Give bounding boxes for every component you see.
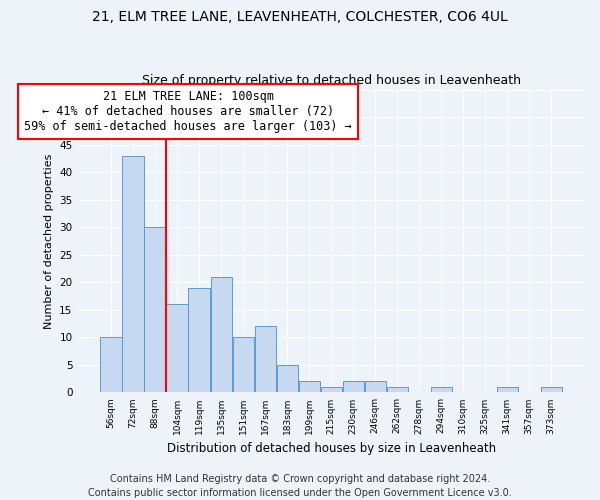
X-axis label: Distribution of detached houses by size in Leavenheath: Distribution of detached houses by size … [167, 442, 496, 455]
Bar [122, 156, 144, 392]
Text: 21, ELM TREE LANE, LEAVENHEATH, COLCHESTER, CO6 4UL: 21, ELM TREE LANE, LEAVENHEATH, COLCHEST… [92, 10, 508, 24]
Bar [166, 304, 188, 392]
Bar [343, 382, 364, 392]
Bar [497, 387, 518, 392]
Bar [188, 288, 210, 393]
Y-axis label: Number of detached properties: Number of detached properties [44, 154, 54, 328]
Bar [320, 387, 342, 392]
Title: Size of property relative to detached houses in Leavenheath: Size of property relative to detached ho… [142, 74, 521, 87]
Text: Contains HM Land Registry data © Crown copyright and database right 2024.
Contai: Contains HM Land Registry data © Crown c… [88, 474, 512, 498]
Bar [541, 387, 562, 392]
Bar [211, 277, 232, 392]
Bar [299, 382, 320, 392]
Bar [365, 382, 386, 392]
Bar [100, 338, 122, 392]
Bar [386, 387, 408, 392]
Bar [277, 365, 298, 392]
Bar [254, 326, 276, 392]
Bar [431, 387, 452, 392]
Text: 21 ELM TREE LANE: 100sqm
← 41% of detached houses are smaller (72)
59% of semi-d: 21 ELM TREE LANE: 100sqm ← 41% of detach… [24, 90, 352, 133]
Bar [145, 227, 166, 392]
Bar [233, 338, 254, 392]
